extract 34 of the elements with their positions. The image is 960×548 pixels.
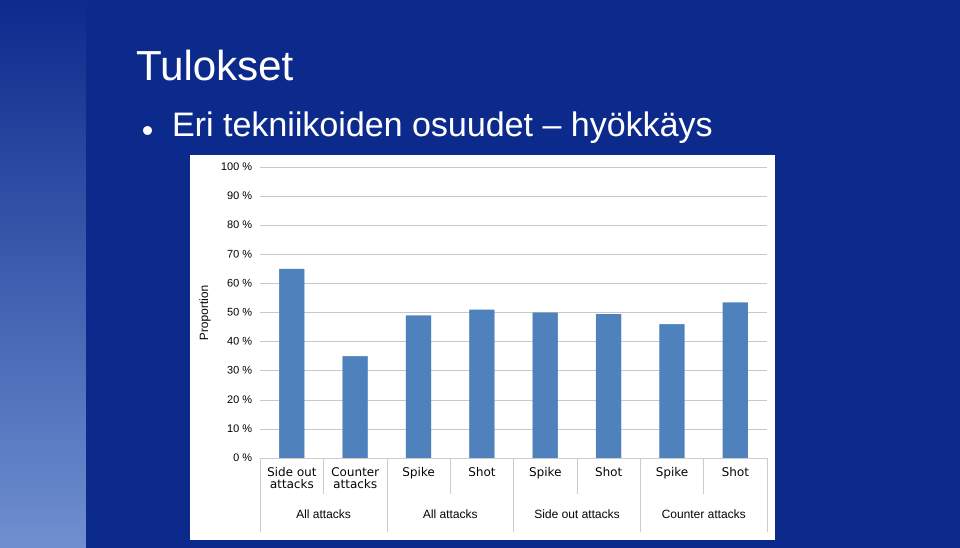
bar — [596, 314, 622, 458]
y-tick-label: 10 % — [227, 422, 252, 435]
bar — [406, 315, 432, 458]
y-tick-label: 80 % — [227, 219, 252, 232]
text: Side out attacks — [534, 507, 620, 521]
y-tick-label: 0 % — [233, 452, 252, 464]
bar — [659, 324, 685, 458]
y-tick-label: 50 % — [227, 306, 252, 318]
chart-subtitle: Eri tekniikoiden osuudet – hyökkäys — [172, 106, 713, 145]
y-tick-label: 70 % — [227, 248, 252, 260]
y-axis-title: Proportion — [197, 284, 211, 340]
bar — [342, 356, 368, 458]
x-tick-label: Shot — [468, 465, 496, 479]
x-tick-label: Shot — [722, 465, 750, 479]
x-tick-label: Spike — [656, 465, 688, 479]
text: Counter attacks — [662, 507, 746, 521]
y-tick-label: 30 % — [227, 364, 252, 377]
x-tick-label: Shot — [594, 465, 623, 479]
x-tick-label: Spike — [402, 465, 435, 479]
y-tick-label: 40 % — [227, 336, 252, 348]
x-tick-label: Counter attacks — [331, 465, 380, 491]
y-tick-label: 60 % — [227, 277, 252, 290]
bar — [469, 310, 495, 458]
bar — [279, 268, 304, 458]
text: All attacks — [422, 507, 478, 521]
y-tick-label: 90 % — [227, 190, 252, 202]
bar — [722, 302, 748, 458]
chart-title: Tulokset — [136, 42, 294, 90]
bar — [532, 312, 558, 458]
text: All attacks — [296, 507, 351, 521]
x-tick-label: Spike — [528, 465, 562, 479]
x-tick-label: Side out attacks — [267, 465, 317, 491]
y-tick-label: 100 % — [220, 161, 252, 173]
y-tick-label: 20 % — [227, 394, 252, 406]
